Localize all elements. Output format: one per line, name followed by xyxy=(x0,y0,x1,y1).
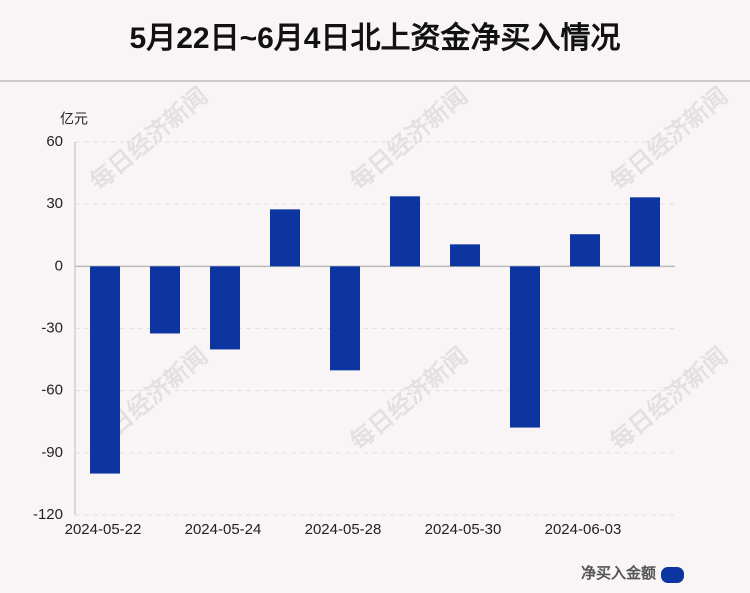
bar xyxy=(510,266,540,428)
x-tick-label: 2024-05-22 xyxy=(65,521,142,538)
y-tick-label: -90 xyxy=(41,444,63,461)
bar xyxy=(570,234,600,267)
y-unit: 亿元 xyxy=(60,111,88,127)
bar xyxy=(150,266,180,334)
bar xyxy=(270,209,300,267)
y-tick-label: 60 xyxy=(46,133,63,150)
bar xyxy=(90,266,120,474)
legend-swatch xyxy=(661,567,684,583)
bar xyxy=(210,266,240,350)
bar xyxy=(450,244,480,267)
x-tick-label: 2024-05-28 xyxy=(305,521,382,538)
bar xyxy=(630,197,660,267)
chart-title: 5月22日~6月4日北上资金净买入情况 xyxy=(130,21,621,55)
bar xyxy=(390,196,420,267)
x-tick-label: 2024-06-03 xyxy=(545,521,622,538)
y-tick-label: 30 xyxy=(46,195,63,212)
x-tick-label: 2024-05-30 xyxy=(425,521,502,538)
legend-label: 净买入金额 xyxy=(581,564,656,582)
y-tick-label: -30 xyxy=(41,319,63,336)
bar xyxy=(330,266,360,371)
y-tick-label: -120 xyxy=(33,506,63,523)
x-tick-label: 2024-05-24 xyxy=(185,521,262,538)
y-tick-label: -60 xyxy=(41,382,63,399)
y-tick-label: 0 xyxy=(55,257,63,274)
